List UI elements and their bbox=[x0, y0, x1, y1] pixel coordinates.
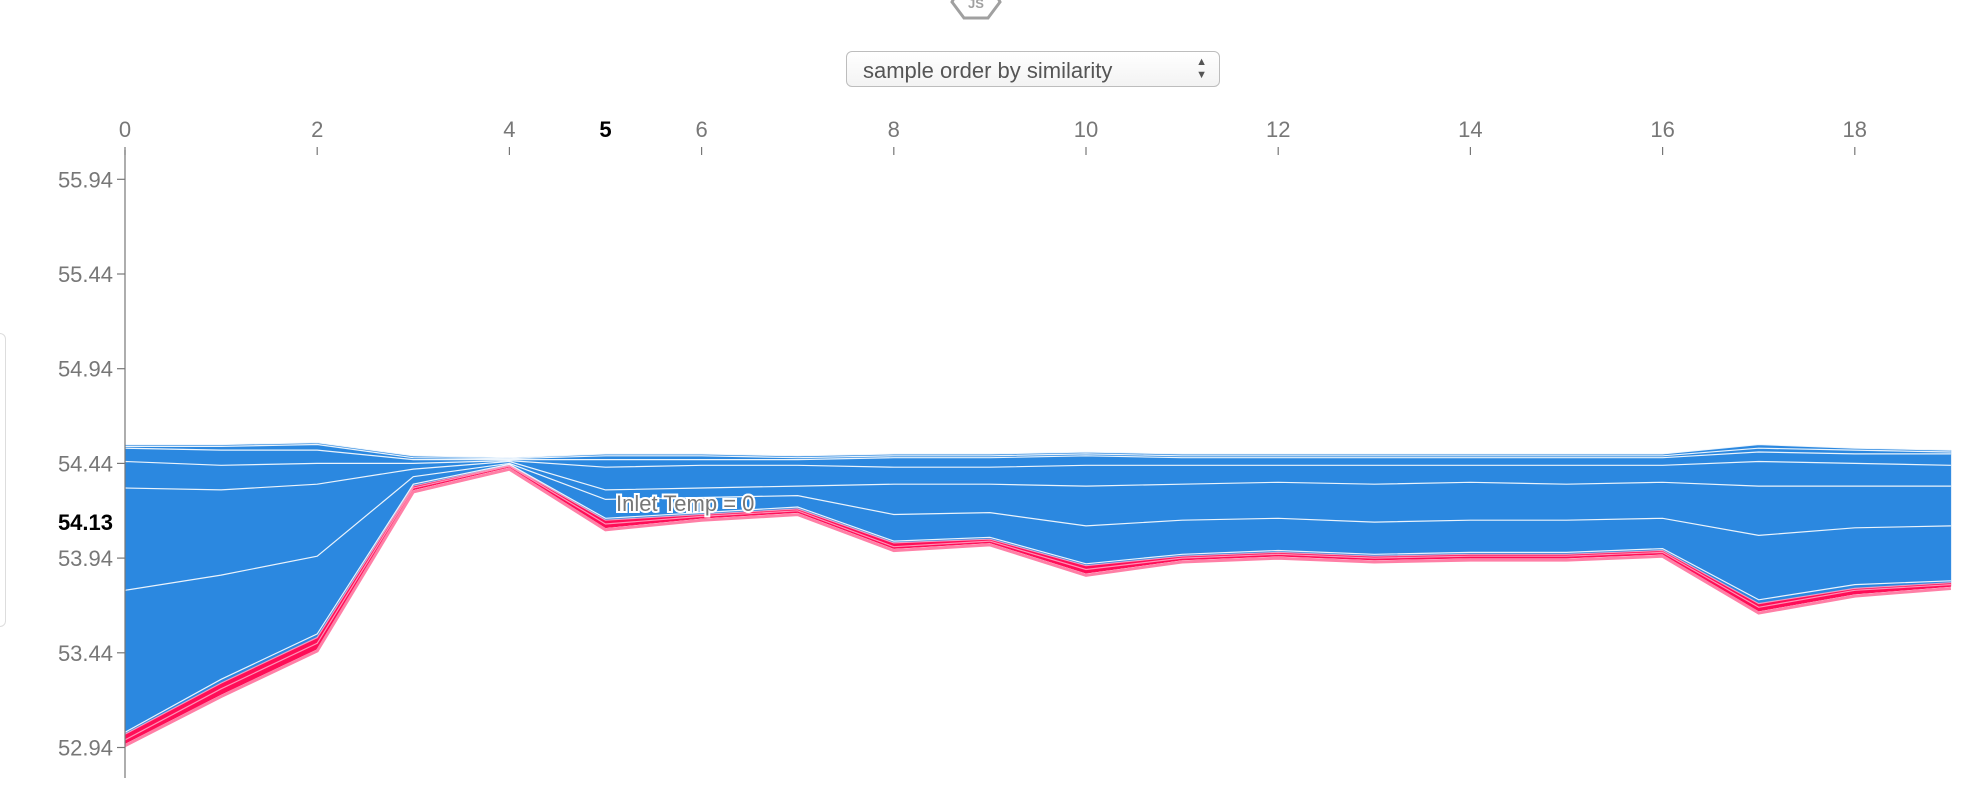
x-tick-label-0: 0 bbox=[119, 117, 131, 142]
x-tick-label-14: 14 bbox=[1458, 117, 1482, 142]
x-axis: 0 2 4 5 6 8 10 12 14 16 18 bbox=[119, 117, 1867, 778]
y-tick-label-54.94: 54.94 bbox=[58, 357, 113, 382]
x-tick-label-4: 4 bbox=[503, 117, 515, 142]
feature-boundary-1 bbox=[124, 465, 1951, 741]
js-logo-icon: JS bbox=[950, 0, 1002, 20]
x-tick-label-2: 2 bbox=[311, 117, 323, 142]
feature-boundary-9 bbox=[125, 441, 1951, 459]
x-tick-label-18: 18 bbox=[1843, 117, 1867, 142]
y-tick-label-55.44: 55.44 bbox=[58, 262, 113, 287]
sort-order-selected-value: sample order by similarity bbox=[863, 58, 1113, 83]
feature-boundary-6 bbox=[124, 459, 1951, 468]
x-tick-label-16: 16 bbox=[1650, 117, 1674, 142]
y-tick-label-54.44: 54.44 bbox=[58, 451, 113, 476]
select-arrows-icon: ▲ ▼ bbox=[1196, 56, 1207, 81]
js-logo-text: JS bbox=[968, 0, 984, 11]
x-tick-label-8: 8 bbox=[888, 117, 900, 142]
y-tick-label-53.44: 53.44 bbox=[58, 641, 113, 666]
positive-edge-line bbox=[124, 467, 1952, 748]
sort-order-select[interactable]: sample order by similarity ▲ ▼ bbox=[846, 51, 1220, 87]
feature-boundary-4 bbox=[124, 462, 1951, 591]
y-tick-label-52.94: 52.94 bbox=[58, 736, 113, 761]
x-tick-label-6: 6 bbox=[695, 117, 707, 142]
x-tick-label-12: 12 bbox=[1266, 117, 1290, 142]
feature-boundary-2 bbox=[124, 464, 1951, 735]
x-tick-label-10: 10 bbox=[1074, 117, 1098, 142]
feature-annotation: Inlet Temp = 0 bbox=[616, 491, 754, 516]
y-tick-label-53.94: 53.94 bbox=[58, 546, 113, 571]
feature-boundary-8 bbox=[125, 443, 1951, 460]
y-tick-label-54.13: 54.13 bbox=[58, 510, 113, 535]
y-axis: 55.94 55.44 54.94 54.44 54.13 53.94 53.44 52.94 bbox=[58, 167, 125, 761]
y-tick-label-55.94: 55.94 bbox=[58, 167, 113, 192]
feature-boundary-3 bbox=[124, 463, 1951, 733]
feature-boundary-5 bbox=[124, 460, 1951, 491]
x-tick-label-5: 5 bbox=[599, 117, 611, 142]
feature-boundaries bbox=[124, 441, 1951, 741]
feature-boundary-7 bbox=[124, 447, 1951, 461]
